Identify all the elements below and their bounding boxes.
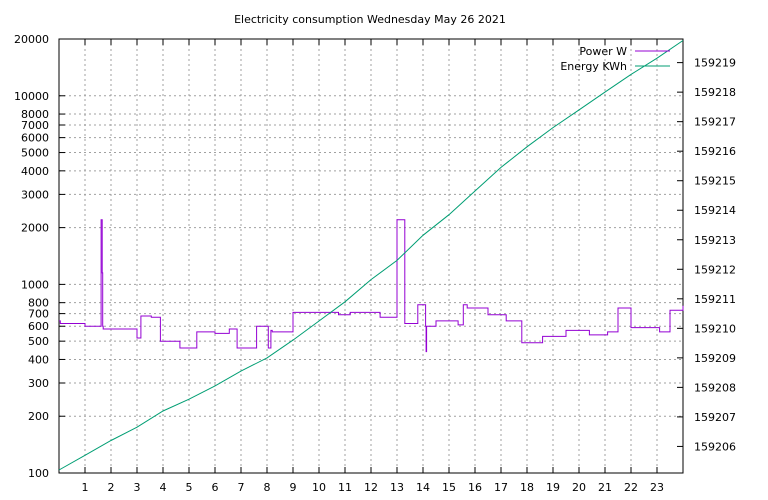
y2-tick-label: 159206 (694, 440, 736, 453)
x-tick-label: 8 (264, 481, 271, 494)
x-tick-label: 11 (338, 481, 352, 494)
y2-tick-label: 159208 (694, 381, 736, 394)
x-tick-label: 7 (238, 481, 245, 494)
grid (59, 39, 683, 473)
y-tick-label: 300 (28, 377, 49, 390)
y-tick-label: 100 (28, 467, 49, 480)
x-tick-label: 22 (624, 481, 638, 494)
y2-tick-label: 159215 (694, 175, 736, 188)
plot-frame (58, 38, 684, 474)
x-tick-label: 1 (82, 481, 89, 494)
y2-tick-label: 159209 (694, 352, 736, 365)
series-line-energy-kwh (58, 40, 684, 471)
x-tick-label: 4 (160, 481, 167, 494)
chart-title: Electricity consumption Wednesday May 26… (234, 13, 506, 26)
y2-tick-label: 159214 (694, 204, 736, 217)
x-tick-label: 9 (290, 481, 297, 494)
y2-tick-label: 159219 (694, 57, 736, 70)
series-layer (58, 40, 684, 471)
y-tick-label: 800 (28, 297, 49, 310)
y2-tick-label: 159213 (694, 234, 736, 247)
x-tick-label: 18 (520, 481, 534, 494)
x-tick-label: 13 (390, 481, 404, 494)
y2-tick-label: 159217 (694, 116, 736, 129)
y2-tick-label: 159218 (694, 86, 736, 99)
y-tick-label: 200 (28, 410, 49, 423)
x-tick-label: 12 (364, 481, 378, 494)
x-tick-label: 2 (108, 481, 115, 494)
y-tick-label: 1000 (21, 278, 49, 291)
y-tick-label: 600 (28, 320, 49, 333)
y-tick-label: 5000 (21, 147, 49, 160)
x-tick-label: 17 (494, 481, 508, 494)
x-tick-label: 15 (442, 481, 456, 494)
y-tick-label: 400 (28, 353, 49, 366)
legend: Power W Energy KWh (560, 45, 670, 73)
x-tick-label: 3 (134, 481, 141, 494)
y-tick-label: 500 (28, 335, 49, 348)
legend-label-power-w: Power W (579, 45, 627, 58)
y-tick-label: 8000 (21, 108, 49, 121)
y-tick-label: 3000 (21, 188, 49, 201)
y-tick-label: 7000 (21, 119, 49, 132)
axes: 1 2 3 4 5 6 7 8 9 10 11 12 13 14 15 16 17 18 19 20 21 22 23100… (14, 33, 736, 494)
x-tick-label: 21 (598, 481, 612, 494)
x-tick-label: 20 (572, 481, 586, 494)
y2-tick-label: 159207 (694, 411, 736, 424)
y-tick-label: 6000 (21, 132, 49, 145)
x-tick-label: 14 (416, 481, 430, 494)
y-tick-label: 20000 (14, 33, 49, 46)
y-tick-label: 4000 (21, 165, 49, 178)
x-tick-label: 5 (186, 481, 193, 494)
series-line-power-w (59, 219, 684, 353)
y-tick-label: 2000 (21, 222, 49, 235)
y-tick-label: 700 (28, 308, 49, 321)
y2-tick-label: 159212 (694, 263, 736, 276)
y2-tick-label: 159216 (694, 145, 736, 158)
x-tick-label: 23 (650, 481, 664, 494)
x-tick-label: 16 (468, 481, 482, 494)
x-tick-label: 6 (212, 481, 219, 494)
x-tick-label: 10 (312, 481, 326, 494)
x-tick-label: 19 (546, 481, 560, 494)
y2-tick-label: 159211 (694, 293, 736, 306)
legend-label-energy-kwh: Energy KWh (560, 60, 627, 73)
y-tick-label: 10000 (14, 90, 49, 103)
y2-tick-label: 159210 (694, 322, 736, 335)
